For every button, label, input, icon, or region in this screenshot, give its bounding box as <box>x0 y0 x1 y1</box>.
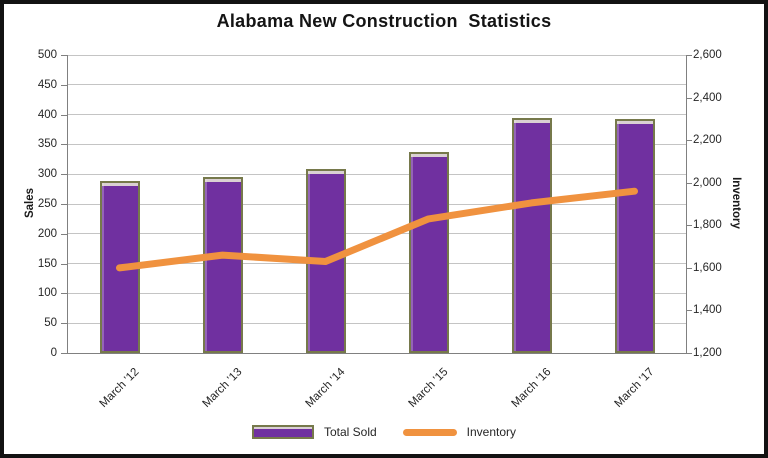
left-axis-tickmark <box>61 323 67 325</box>
left-axis-tickmark <box>61 263 67 265</box>
left-axis-tickmark <box>61 204 67 205</box>
total-sold-swatch-icon <box>251 425 314 439</box>
bar-march-16 <box>511 117 552 353</box>
x-axis-tick-label: March '15 <box>406 366 450 410</box>
left-axis-tickmark <box>61 353 67 354</box>
gridline <box>68 143 686 145</box>
right-axis-tickmark <box>686 97 692 99</box>
left-axis-tick-label: 450 <box>37 78 57 91</box>
left-axis-tickmark <box>61 293 67 295</box>
gridline <box>68 263 686 265</box>
x-axis-tick-label: March '13 <box>200 366 244 410</box>
left-axis-tick-label: 150 <box>37 257 57 270</box>
inventory-line-layer <box>116 187 638 272</box>
gridline <box>68 203 686 205</box>
right-axis-tickmark <box>686 267 692 269</box>
right-axis-tickmark <box>686 182 692 184</box>
left-axis-tick-label: 500 <box>37 49 57 61</box>
gridline <box>68 292 686 294</box>
left-axis-tick-label: 350 <box>37 138 57 151</box>
left-axis-tickmark <box>61 84 67 86</box>
gridline <box>68 233 686 235</box>
inventory-line-swatch-icon <box>402 428 457 436</box>
right-axis-tickmark <box>686 55 692 56</box>
left-axis-tick-label: 200 <box>37 227 57 240</box>
left-axis-tickmark <box>61 144 67 146</box>
right-axis-tickmark <box>686 225 692 227</box>
right-axis-tick-label: 2,600 <box>693 49 722 61</box>
right-axis-tick-label: 1,600 <box>693 261 722 274</box>
right-axis-tick-label: 1,200 <box>693 347 722 359</box>
left-axis-tick-label: 0 <box>50 347 57 359</box>
gridline <box>68 55 686 56</box>
gridline <box>68 322 686 324</box>
legend: Total Sold Inventory <box>4 422 764 442</box>
plot-area <box>67 55 687 354</box>
right-axis-tickmark <box>686 353 692 354</box>
gridline <box>68 173 686 175</box>
x-axis-tick-label: March '14 <box>303 366 347 410</box>
right-axis-tick-label: 1,400 <box>693 304 722 317</box>
bar-march-15 <box>408 152 449 353</box>
left-axis-tick-label: 250 <box>37 198 57 210</box>
legend-label-total-sold: Total Sold <box>323 425 377 439</box>
left-axis-tickmark <box>61 55 67 56</box>
left-axis-tick-label: 100 <box>37 287 57 300</box>
left-axis-tickmark <box>61 174 67 176</box>
right-axis-tick-label: 2,400 <box>693 91 722 104</box>
gridline <box>68 84 686 86</box>
right-axis-tick-label: 2,200 <box>693 134 722 147</box>
bar-march-17 <box>614 118 655 353</box>
right-axis-title: Inventory <box>730 177 742 229</box>
x-axis-tick-label: March '12 <box>97 366 141 410</box>
bar-march-13 <box>202 176 243 353</box>
gridline <box>68 114 686 116</box>
x-axis-tick-label: March '17 <box>612 366 656 410</box>
left-axis-tick-label: 300 <box>37 168 57 181</box>
right-axis-tick-label: 1,800 <box>693 219 722 232</box>
right-axis-tickmark <box>686 310 692 312</box>
x-axis-tick-label: March '16 <box>509 366 553 410</box>
right-axis-tick-label: 2,000 <box>693 176 722 189</box>
left-axis-tick-label: 50 <box>44 317 57 330</box>
right-axis-tickmark <box>686 140 692 142</box>
left-axis-tickmark <box>61 233 67 235</box>
inventory-line <box>116 187 638 272</box>
legend-label-inventory: Inventory <box>466 425 517 439</box>
left-axis-tick-label: 400 <box>37 108 57 121</box>
left-axis-tickmark <box>61 114 67 116</box>
chart-title: Alabama New Construction Statistics <box>216 11 552 31</box>
